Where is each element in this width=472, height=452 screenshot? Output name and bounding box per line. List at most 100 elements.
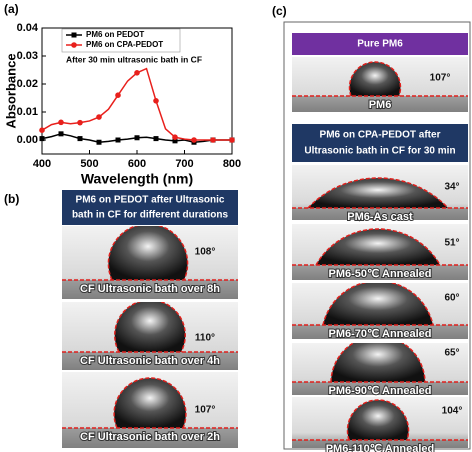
droplet-photo [292,283,468,339]
header-text: bath in CF for different durations [72,210,229,221]
substrate [62,428,238,448]
marker [153,136,159,142]
annotation: After 30 min ultrasonic bath in CF [66,54,202,64]
x-tick-label: 400 [33,158,51,170]
header-text: Ultrasonic bath in CF for 30 min [304,146,455,157]
contact-angle: 104° [442,406,463,417]
contact-angle: 65° [444,348,459,359]
photo-caption: PM6-70℃ Annealed [328,328,431,340]
marker [115,137,121,143]
droplet-photo [292,165,468,220]
droplet-outline [107,226,189,281]
legend-box [61,28,181,53]
substrate [292,382,468,395]
legend-label: PM6 on CPA-PEDOT [86,40,163,49]
marker [115,92,121,98]
panel-label: (c) [272,4,287,18]
droplet-outline [114,302,186,353]
droplet-photo [292,397,468,448]
y-tick-label: 0.00 [17,134,38,146]
contact-angle: 110° [195,333,215,344]
substrate [292,440,468,448]
marker [210,137,216,143]
droplet-photo [62,302,238,370]
x-tick-label: 800 [223,158,241,170]
legend-marker [71,32,77,38]
marker [77,136,83,142]
marker [229,137,235,143]
y-tick-label: 0.03 [17,50,38,62]
droplet [114,378,186,428]
marker [39,136,45,142]
marker [172,134,178,140]
photo-caption: PM6-As cast [347,211,413,223]
contact-angle: 51° [444,238,459,249]
droplet-outline [315,228,441,266]
marker [77,119,83,126]
substrate [292,325,468,339]
droplet-outline [330,343,426,383]
droplet [323,283,433,325]
marker [153,98,159,104]
substrate [62,280,238,299]
marker [58,131,64,137]
panel-frame [283,21,471,450]
x-axis-label: Wavelength (nm) [81,171,193,187]
droplet [108,226,188,280]
droplet [316,228,440,265]
x-tick-label: 700 [175,158,193,170]
droplet [114,302,186,352]
photo-caption: PM6-110℃ Annealed [326,443,435,452]
photo-caption: CF Ultrasonic bath over 4h [80,355,220,367]
panel-label: (b) [4,192,19,206]
marker [134,135,140,141]
photo-caption: CF Ultrasonic bath over 2h [80,431,220,443]
droplet-photo [292,343,468,395]
marker [58,119,64,126]
header-text: PM6 on PEDOT after Ultrasonic [76,195,225,206]
substrate [292,265,468,280]
header-box [292,124,468,162]
contact-angle: 108° [195,247,216,258]
x-tick-label: 500 [80,158,98,170]
droplet-outline [322,283,434,326]
droplet-outline [346,399,410,441]
marker [191,137,197,143]
y-tick-label: 0.02 [17,78,38,90]
header-text: Pure PM6 [357,39,403,50]
legend-marker [71,42,77,48]
contact-angle: 60° [444,293,459,304]
droplet-outline [307,177,449,209]
marker [96,139,102,145]
marker [96,114,102,120]
contact-angle: 107° [195,405,216,416]
marker [134,70,140,76]
x-tick-label: 600 [128,158,146,170]
contact-angle: 107° [430,73,451,84]
droplet-photo [62,372,238,448]
droplet-photo [62,226,238,299]
photo-caption: PM6 [369,99,392,111]
droplet-photo [292,57,468,112]
droplet-outline [348,61,402,97]
y-tick-label: 0.04 [17,22,39,34]
droplet-photo [292,224,468,280]
header-text: PM6 on CPA-PEDOT after [320,130,441,141]
legend-label: PM6 on PEDOT [86,30,144,39]
droplet [347,400,409,440]
droplet [331,343,425,382]
y-axis-label: Absorbance [3,53,18,128]
droplet [349,62,401,96]
header-box [62,190,238,225]
photo-caption: PM6-50℃ Annealed [328,268,431,280]
data-line [41,67,232,141]
marker [172,138,178,144]
marker [39,127,45,133]
droplet [308,177,448,208]
substrate [292,208,468,220]
contact-angle: 34° [444,182,459,193]
photo-caption: CF Ultrasonic bath over 8h [80,283,220,295]
photo-caption: PM6-90℃ Annealed [328,385,431,397]
header-box [292,33,468,55]
